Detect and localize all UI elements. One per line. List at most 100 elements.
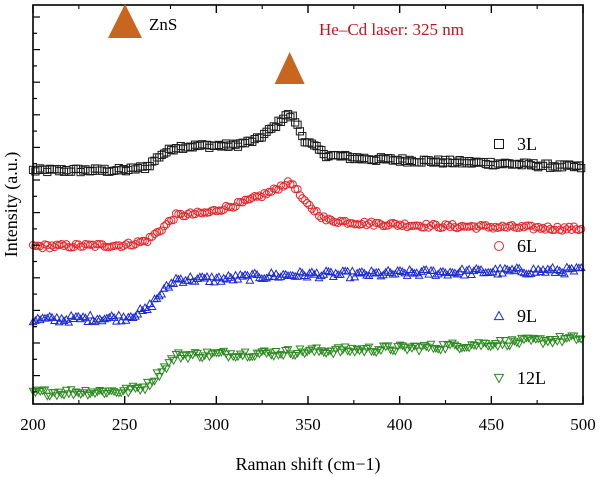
data-point — [369, 268, 379, 277]
data-point — [157, 150, 166, 160]
data-point — [274, 116, 283, 125]
data-point — [159, 222, 169, 231]
legend-marker-12L — [493, 373, 505, 384]
data-point — [131, 311, 140, 320]
data-point — [321, 266, 331, 275]
data-point — [374, 346, 384, 355]
data-point — [260, 129, 269, 139]
data-point — [195, 354, 205, 363]
data-point — [347, 266, 357, 275]
data-point — [288, 270, 298, 279]
x-tick-label: 300 — [204, 415, 230, 434]
data-point — [154, 373, 164, 382]
data-point — [283, 346, 293, 355]
data-point — [209, 277, 219, 286]
data-point — [138, 236, 147, 246]
data-point — [291, 118, 300, 127]
data-point — [164, 359, 174, 368]
data-point — [264, 272, 274, 281]
data-point — [483, 342, 493, 351]
data-point — [248, 193, 257, 202]
data-point — [207, 272, 217, 281]
data-point — [42, 313, 52, 322]
data-point — [481, 221, 490, 230]
zns-triangle-icon — [108, 4, 142, 38]
data-point — [319, 349, 329, 358]
data-point — [350, 272, 360, 281]
x-tick-label: 400 — [387, 415, 413, 434]
data-point — [395, 265, 405, 274]
data-point — [562, 225, 571, 234]
data-point — [445, 267, 455, 276]
data-point — [140, 386, 150, 395]
data-point — [433, 345, 443, 354]
data-point — [78, 312, 88, 321]
data-point — [534, 222, 543, 232]
data-point — [378, 342, 388, 351]
data-point — [241, 195, 250, 205]
data-point — [495, 337, 505, 346]
data-point — [143, 237, 152, 247]
data-point — [111, 316, 121, 325]
data-point — [274, 351, 283, 360]
data-point — [183, 275, 193, 284]
data-markers — [28, 110, 586, 401]
data-point — [148, 232, 157, 241]
data-point — [550, 335, 560, 344]
data-point — [428, 265, 438, 275]
data-point — [231, 202, 240, 211]
data-point — [577, 164, 586, 173]
data-point — [190, 349, 200, 358]
data-point — [166, 355, 176, 364]
data-point — [312, 268, 322, 277]
x-tick-labels: 200 250 300 350 400 450 500 — [20, 415, 596, 434]
data-point — [181, 351, 190, 360]
data-point — [228, 353, 238, 362]
data-point — [288, 180, 297, 189]
data-point — [152, 369, 162, 378]
data-point — [378, 270, 388, 279]
data-point — [45, 311, 55, 320]
data-point — [52, 312, 62, 321]
data-point — [131, 240, 140, 249]
data-point — [95, 240, 104, 249]
data-point — [309, 269, 319, 278]
data-point — [123, 389, 133, 398]
data-point — [424, 344, 434, 353]
data-point — [204, 277, 214, 286]
legend-marker-6L — [494, 241, 504, 251]
data-point — [298, 194, 307, 203]
data-point — [548, 339, 558, 348]
data-point — [200, 352, 210, 361]
data-point — [372, 218, 381, 227]
data-point — [390, 347, 400, 356]
data-point — [302, 272, 312, 281]
data-point — [88, 388, 98, 397]
data-point — [147, 301, 157, 310]
data-point — [328, 350, 338, 359]
data-point — [214, 206, 223, 215]
data-point — [291, 184, 300, 194]
data-point — [162, 365, 171, 374]
data-point — [247, 269, 257, 278]
data-point — [341, 216, 350, 226]
data-point — [183, 355, 193, 364]
legend-label-12L: 12L — [517, 368, 546, 388]
legend-label-3L: 3L — [517, 134, 537, 154]
data-point — [272, 122, 281, 132]
data-point — [228, 275, 238, 284]
x-axis-label: Raman shift (cm−1) — [235, 454, 380, 475]
data-point — [343, 347, 353, 356]
data-point — [438, 341, 448, 350]
data-point — [545, 265, 555, 274]
data-point — [238, 198, 247, 207]
data-point — [310, 141, 319, 150]
data-point — [343, 266, 353, 275]
zns-label: ZnS — [149, 15, 177, 34]
data-point — [414, 270, 424, 279]
data-point — [305, 268, 314, 277]
series-6L — [28, 177, 586, 253]
data-point — [512, 339, 522, 348]
x-tick-label: 450 — [479, 415, 505, 434]
